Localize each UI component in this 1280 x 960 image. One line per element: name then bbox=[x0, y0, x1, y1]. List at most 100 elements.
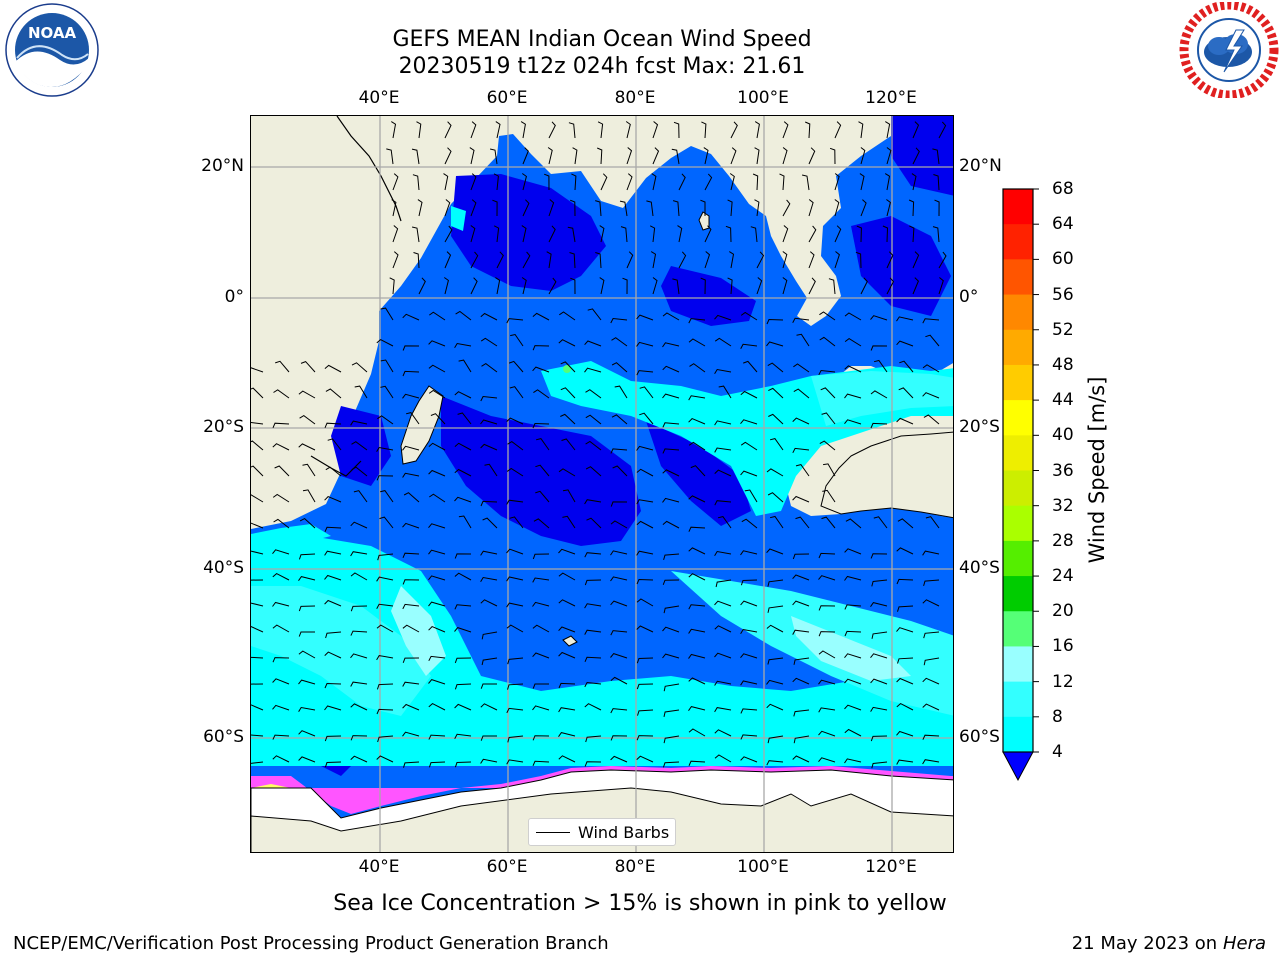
wind-barb bbox=[844, 393, 862, 399]
colorbar-segment bbox=[1003, 364, 1033, 401]
wind-barb bbox=[532, 366, 550, 373]
wind-barb bbox=[584, 499, 602, 505]
wind-barb bbox=[327, 438, 342, 451]
wind-barb bbox=[740, 579, 758, 586]
top-lon-tick: 60°E bbox=[486, 88, 528, 108]
wind-barb bbox=[428, 655, 446, 662]
wind-barb bbox=[532, 422, 550, 429]
wind-barb bbox=[766, 703, 784, 711]
wind-barb bbox=[595, 252, 602, 269]
wind-barb bbox=[443, 173, 449, 191]
wind-barb bbox=[402, 681, 420, 687]
wind-barb bbox=[782, 121, 789, 139]
wind-barb bbox=[584, 681, 602, 688]
wind-barb bbox=[614, 385, 628, 399]
wind-barb bbox=[532, 553, 550, 560]
wind-barb bbox=[767, 605, 784, 613]
wind-barb bbox=[792, 447, 810, 454]
wind-barb bbox=[740, 311, 758, 321]
wind-barb bbox=[688, 760, 706, 766]
colorbar-tick-label: 56 bbox=[1052, 284, 1074, 305]
wind-barb bbox=[818, 575, 836, 581]
wind-barb bbox=[376, 708, 394, 715]
wind-barb bbox=[350, 420, 368, 426]
wind-barb bbox=[480, 683, 497, 689]
chart-subtitle: 20230519 t12z 024h fcst Max: 21.61 bbox=[398, 54, 806, 79]
wind-barb bbox=[818, 631, 836, 637]
wind-barb bbox=[454, 627, 472, 633]
wind-barb bbox=[558, 682, 576, 689]
wind-barb bbox=[610, 501, 628, 507]
wind-barb bbox=[725, 225, 732, 243]
wind-barb bbox=[587, 308, 602, 321]
colorbar-segment bbox=[1003, 716, 1033, 753]
wind-barb bbox=[886, 251, 894, 269]
coastline bbox=[336, 116, 402, 222]
wind-barb bbox=[767, 492, 784, 503]
wind-barb bbox=[766, 760, 784, 766]
wind-barb bbox=[324, 496, 342, 503]
wind-barb bbox=[727, 277, 733, 295]
wind-barb bbox=[834, 199, 840, 217]
wind-barb bbox=[444, 199, 451, 217]
wind-barb bbox=[411, 148, 420, 165]
wind-barb bbox=[561, 438, 576, 451]
wind-barb bbox=[860, 199, 867, 217]
wind-barb bbox=[636, 578, 654, 585]
wind-barb bbox=[714, 680, 732, 686]
wind-barb bbox=[912, 147, 920, 165]
wind-barb bbox=[612, 465, 628, 477]
wind-barb bbox=[298, 650, 316, 659]
wind-barb bbox=[652, 121, 659, 139]
wind-barb bbox=[859, 173, 865, 191]
wind-barb bbox=[882, 225, 889, 243]
wind-barb bbox=[532, 652, 550, 659]
wind-barb bbox=[688, 547, 706, 555]
wind-barb bbox=[251, 522, 264, 529]
wind-barb bbox=[792, 574, 810, 581]
wind-barb bbox=[544, 173, 550, 191]
wind-barb bbox=[767, 579, 784, 587]
wind-barb bbox=[677, 225, 683, 243]
wind-barb bbox=[273, 518, 290, 529]
colorbar-tick-label: 40 bbox=[1052, 425, 1074, 446]
top-lon-tick: 120°E bbox=[865, 88, 917, 108]
wind-barb bbox=[871, 761, 888, 769]
wind-barb bbox=[377, 415, 394, 425]
wind-barb bbox=[402, 445, 420, 451]
wind-barb bbox=[611, 362, 628, 373]
wind-barb bbox=[619, 200, 628, 217]
wind-barb bbox=[636, 657, 654, 664]
wind-barb bbox=[766, 341, 784, 347]
wind-barb bbox=[469, 147, 475, 165]
wind-barb bbox=[922, 703, 940, 711]
wind-barb bbox=[858, 121, 864, 139]
wind-barb bbox=[428, 626, 446, 633]
wind-barb bbox=[740, 419, 758, 425]
colorbar-tick-label: 28 bbox=[1052, 530, 1074, 551]
wind-barb bbox=[350, 735, 368, 741]
wind-barb bbox=[870, 345, 888, 351]
wind-barb bbox=[324, 599, 342, 607]
wind-barb bbox=[376, 339, 394, 347]
colorbar-segment bbox=[1003, 189, 1033, 225]
wind-barb bbox=[651, 173, 657, 191]
wind-barb bbox=[782, 251, 788, 269]
wind-barb bbox=[324, 761, 342, 768]
wind-barb bbox=[730, 121, 738, 139]
wind-barb bbox=[558, 755, 576, 763]
wind-barb bbox=[896, 340, 914, 347]
wind-barb bbox=[402, 731, 420, 737]
wind-barb bbox=[532, 760, 550, 767]
wind-barb bbox=[844, 653, 862, 659]
wind-barb bbox=[376, 755, 394, 763]
wind-barb bbox=[793, 709, 810, 717]
wind-barb bbox=[444, 121, 452, 139]
wind-barb bbox=[558, 599, 576, 607]
wind-barb bbox=[610, 676, 628, 685]
wind-barb bbox=[740, 600, 758, 607]
wind-barb bbox=[470, 173, 477, 191]
wind-barb bbox=[896, 703, 914, 711]
wind-barb bbox=[932, 226, 940, 243]
wind-barb bbox=[767, 362, 784, 373]
